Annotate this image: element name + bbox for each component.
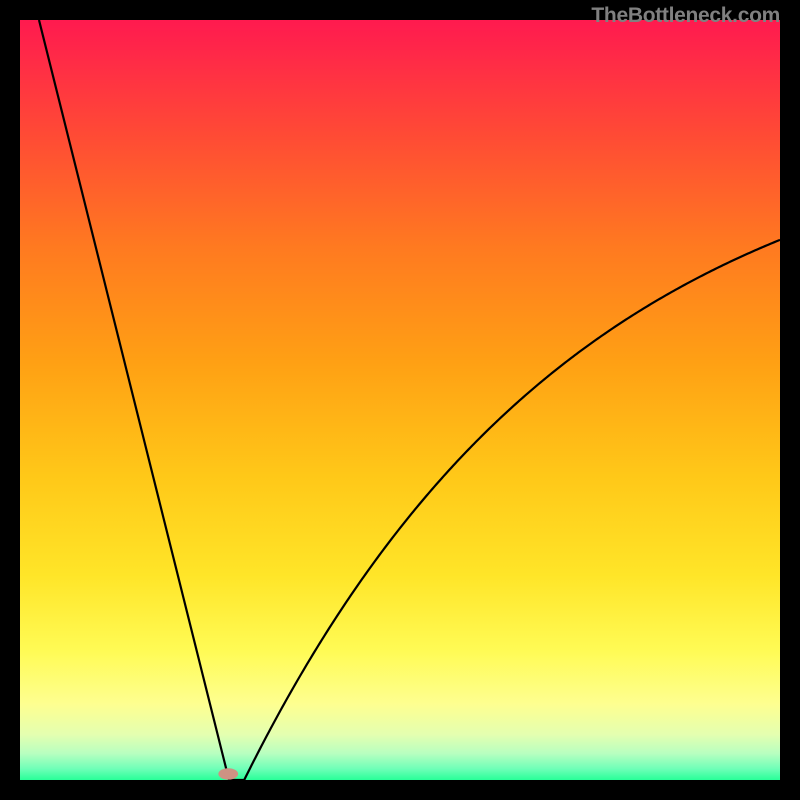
watermark-text: TheBottleneck.com	[591, 4, 780, 28]
chart-frame: TheBottleneck.com	[0, 0, 800, 800]
bottleneck-chart	[20, 20, 780, 780]
vertex-marker	[218, 768, 238, 779]
